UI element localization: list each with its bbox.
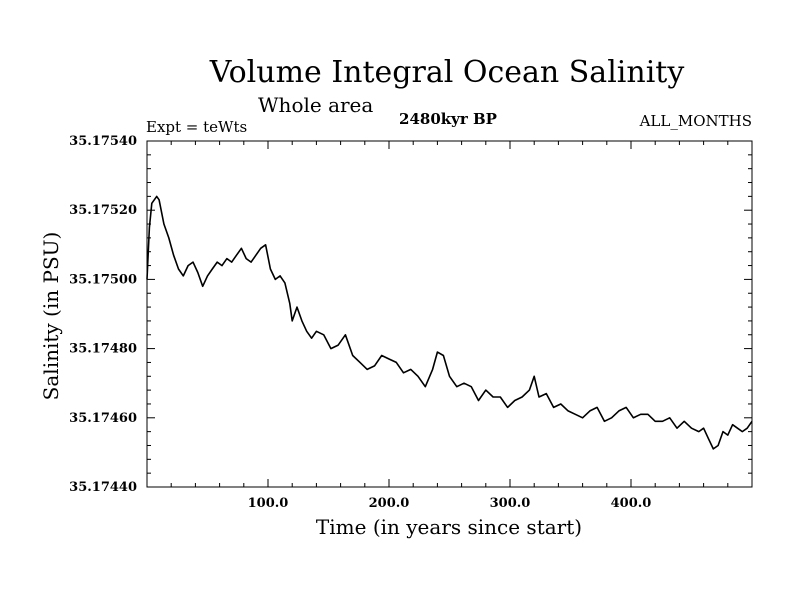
x-tick-label: 200.0 bbox=[369, 496, 410, 511]
months-label: ALL_MONTHS bbox=[639, 112, 752, 130]
y-tick-label: 35.17440 bbox=[69, 480, 137, 495]
x-tick-label: 100.0 bbox=[248, 496, 289, 511]
y-tick-label: 35.17520 bbox=[69, 203, 137, 218]
y-tick-label: 35.17460 bbox=[69, 411, 137, 426]
y-axis-ticks: 35.17440 35.17460 35.17480 35.17500 35.17520… bbox=[69, 134, 752, 495]
x-tick-label: 300.0 bbox=[490, 496, 531, 511]
x-tick-label: 400.0 bbox=[611, 496, 652, 511]
y-tick-label: 35.17540 bbox=[69, 134, 137, 149]
chart-title: Volume Integral Ocean Salinity bbox=[209, 55, 685, 90]
series-line bbox=[146, 195, 753, 450]
period-label: 2480kyr BP bbox=[399, 110, 497, 128]
y-tick-label: 35.17480 bbox=[69, 342, 137, 357]
x-axis-label: Time (in years since start) bbox=[316, 515, 582, 539]
plot-series bbox=[146, 195, 753, 450]
chart-subtitle: Whole area bbox=[258, 93, 373, 117]
y-axis-label: Salinity (in PSU) bbox=[39, 232, 63, 401]
x-axis-ticks: 100.0 200.0 300.0 400.0 bbox=[170, 141, 729, 511]
experiment-label: Expt = teWts bbox=[146, 118, 247, 136]
plot-area-frame bbox=[146, 140, 753, 488]
y-tick-label: 35.17500 bbox=[69, 272, 137, 287]
